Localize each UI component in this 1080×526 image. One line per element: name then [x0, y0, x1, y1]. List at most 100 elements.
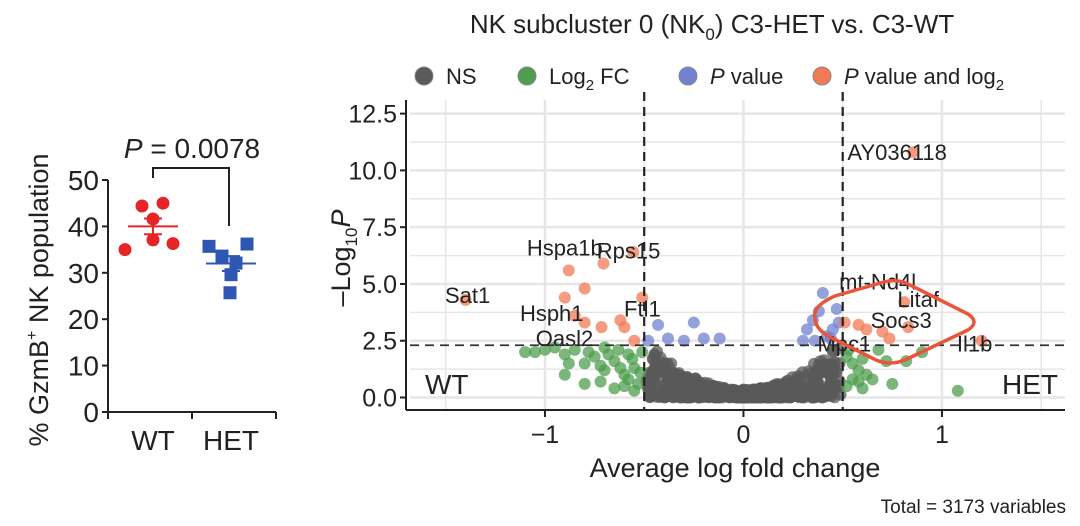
- volcano-y-tick-label: 5.0: [362, 271, 397, 299]
- labeled-gene-point: [614, 314, 627, 327]
- ns-points: [640, 343, 847, 404]
- log2fc-point: [598, 364, 611, 377]
- ns-point: [821, 388, 834, 401]
- volcano-x-axis-label: Average log fold change: [590, 453, 881, 483]
- log2fc-point: [598, 341, 611, 354]
- volcano-x-tick-label: 1: [935, 421, 949, 449]
- gene-label: Il1b: [957, 332, 992, 357]
- labeled-gene-point: [975, 334, 988, 347]
- log2fc-point: [529, 346, 542, 359]
- legend-item-label: Log2 FC: [549, 64, 630, 94]
- ns-point: [799, 385, 812, 398]
- het-corner-label: HET: [1002, 369, 1058, 400]
- volcano-x-tick-label: 0: [737, 421, 751, 449]
- legend-swatch-icon: [678, 66, 698, 86]
- legend-swatch-icon: [414, 66, 434, 86]
- volcano-title: NK subcluster 0 (NK0) C3-HET vs. C3-WT: [470, 9, 954, 44]
- ns-point: [782, 379, 795, 392]
- ns-point: [826, 346, 839, 359]
- het-data-point: [223, 286, 237, 300]
- log2fc-point: [886, 377, 899, 390]
- wt-data-point: [135, 199, 149, 213]
- log2fc-point: [872, 343, 885, 356]
- ns-point: [737, 389, 750, 402]
- legend-item-label: P value: [710, 64, 783, 89]
- labeled-gene-point: [597, 257, 610, 270]
- log2fc-point: [568, 343, 581, 356]
- gene-label: Sat1: [445, 283, 490, 308]
- ns-point: [672, 374, 685, 387]
- ns-point: [762, 385, 775, 398]
- left-y-tick-label: 10: [68, 351, 99, 382]
- pvalue-point: [816, 287, 829, 300]
- gene-label: AY036118: [847, 140, 947, 165]
- log2fc-point: [866, 373, 879, 386]
- significance-bracket: [152, 167, 230, 226]
- labeled-gene-point: [568, 309, 581, 322]
- left-y-tick-label: 30: [68, 258, 99, 289]
- labeled-gene-point: [595, 321, 608, 334]
- log2fc-point: [578, 377, 591, 390]
- gene-label: Oasl2: [536, 326, 593, 351]
- log2fc-point: [519, 346, 532, 359]
- gene-label: Litaf: [897, 287, 939, 312]
- log2fc-point: [578, 357, 591, 370]
- legend-swatch-icon: [812, 66, 832, 86]
- volcano-y-tick-label: 0.0: [362, 385, 397, 413]
- wt-data-point: [166, 237, 180, 251]
- total-variables-caption: Total = 3173 variables: [881, 497, 1066, 518]
- gene-label: Ftl1: [624, 296, 661, 321]
- wt-data-point: [118, 243, 132, 257]
- pvalue-point: [652, 318, 665, 331]
- log2fc-point: [558, 348, 571, 361]
- gene-label: Hspa1b: [527, 235, 603, 260]
- volcano-y-axis-label: –Log10P: [326, 209, 361, 306]
- legend-item-label: P value and log2: [844, 64, 1004, 94]
- wt-data-point: [146, 233, 160, 247]
- pvalue-point: [677, 334, 690, 347]
- labeled-gene-point: [883, 332, 896, 345]
- pvalue-point: [697, 332, 710, 345]
- volcano-y-tick-label: 2.5: [362, 328, 397, 356]
- pvalue-point: [662, 332, 675, 345]
- gzmb-dot-plot: % GzmB+ NK population P = 0.0078 0 10 20 30…: [24, 133, 277, 456]
- left-y-axis-label: % GzmB+ NK population: [24, 154, 54, 447]
- left-x-tick-label: HET: [203, 425, 259, 456]
- log2fc-point: [558, 368, 571, 381]
- pvalue-and-log2fc-point: [578, 282, 591, 295]
- left-y-tick-label: 50: [68, 165, 99, 196]
- het-data-point: [240, 237, 254, 251]
- pvalue-point: [797, 334, 809, 347]
- labeled-gene-point: [838, 316, 851, 329]
- pvalue-and-log2fc-point: [627, 246, 640, 259]
- pvalue-and-log2fc-point: [628, 334, 641, 347]
- p-value-annotation: P = 0.0078: [124, 133, 260, 164]
- left-y-tick-label: 0: [83, 397, 99, 428]
- log2fc-point: [618, 380, 631, 393]
- volcano-plot: NK subcluster 0 (NK0) C3-HET vs. C3-WT N…: [326, 9, 1066, 518]
- wt-corner-label: WT: [425, 369, 469, 400]
- volcano-legend: NS Log2 FC P value P value and log2: [414, 64, 1004, 94]
- wt-data-point: [156, 196, 170, 210]
- volcano-y-tick-label: 12.5: [348, 101, 397, 129]
- log2fc-point: [588, 350, 601, 363]
- ns-point: [643, 388, 656, 401]
- gene-label: Hsph1: [520, 301, 584, 326]
- labeled-gene-point: [898, 296, 911, 309]
- ns-point: [828, 359, 841, 372]
- gene-label: Rps15: [597, 239, 661, 264]
- legend-item-label: NS: [446, 64, 477, 89]
- ns-point: [684, 390, 697, 403]
- log2fc-point: [636, 346, 649, 359]
- log2fc-point: [612, 343, 625, 356]
- volcano-x-tick-label: −1: [531, 421, 560, 449]
- pvalue-and-log2fc-point: [578, 316, 591, 329]
- log2fc-point: [538, 343, 551, 356]
- ns-point: [654, 351, 667, 364]
- highlight-outline: [812, 278, 976, 365]
- gene-label: Socs3: [871, 308, 932, 333]
- log2fc-point: [856, 382, 869, 395]
- pvalue-point: [808, 334, 821, 347]
- log2fc-point: [628, 384, 641, 397]
